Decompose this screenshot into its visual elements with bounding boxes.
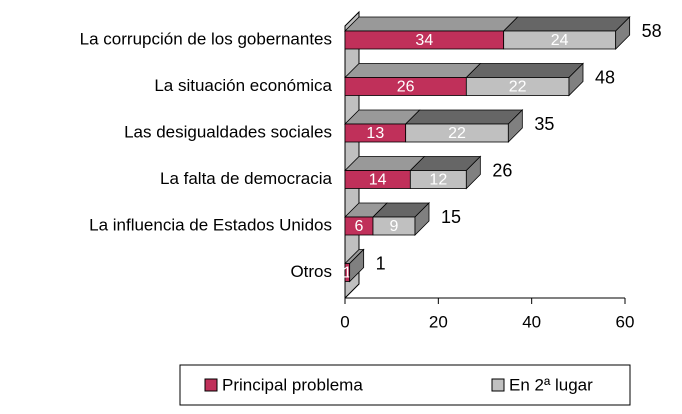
value-label: 22 (509, 79, 527, 96)
bar-end (465, 155, 481, 190)
category-label: La influencia de Estados Unidos (89, 215, 332, 234)
value-label: 22 (448, 125, 466, 142)
value-label: 6 (355, 218, 364, 235)
category-label: Las desigualdades sociales (124, 122, 332, 141)
total-label: 48 (595, 67, 615, 87)
legend-swatch (204, 378, 218, 392)
x-tick-label: 0 (340, 312, 349, 331)
bar-face (344, 63, 482, 78)
category-label: La situación económica (154, 76, 332, 95)
bar-end (615, 16, 631, 50)
value-label: 12 (429, 172, 447, 189)
bar-face (465, 63, 584, 78)
category-label: Otros (290, 262, 332, 281)
value-label: 1 (343, 265, 352, 282)
x-tick-label: 60 (616, 312, 635, 331)
value-label: 9 (390, 218, 399, 235)
legend-label: En 2ª lugar (509, 375, 593, 394)
bar-segment (409, 156, 482, 189)
category-label: La corrupción de los gobernantes (80, 29, 332, 48)
legend-swatch (491, 378, 505, 392)
bar-face (502, 16, 631, 32)
bar-end (349, 248, 365, 283)
value-label: 26 (397, 79, 415, 96)
total-label: 26 (492, 160, 512, 180)
category-label: La falta de democracia (160, 169, 333, 188)
legend-label: Principal problema (222, 375, 363, 394)
bar-face (404, 109, 524, 125)
bar-end (507, 109, 523, 143)
total-label: 15 (441, 207, 461, 227)
total-label: 1 (376, 253, 386, 273)
value-label: 34 (415, 32, 433, 49)
bar-segment (404, 109, 524, 143)
bar-end (414, 202, 430, 236)
value-label: 24 (551, 32, 569, 49)
bar-face (344, 16, 519, 32)
x-tick-label: 20 (429, 312, 448, 331)
bar-segment (344, 156, 426, 189)
total-label: 58 (642, 21, 662, 41)
bar-end (568, 62, 584, 97)
value-label: 13 (366, 125, 384, 142)
legend-box (179, 364, 631, 406)
x-tick-label: 40 (522, 312, 541, 331)
bar-segment (502, 16, 631, 50)
total-label: 35 (534, 114, 554, 134)
value-label: 14 (369, 172, 387, 189)
